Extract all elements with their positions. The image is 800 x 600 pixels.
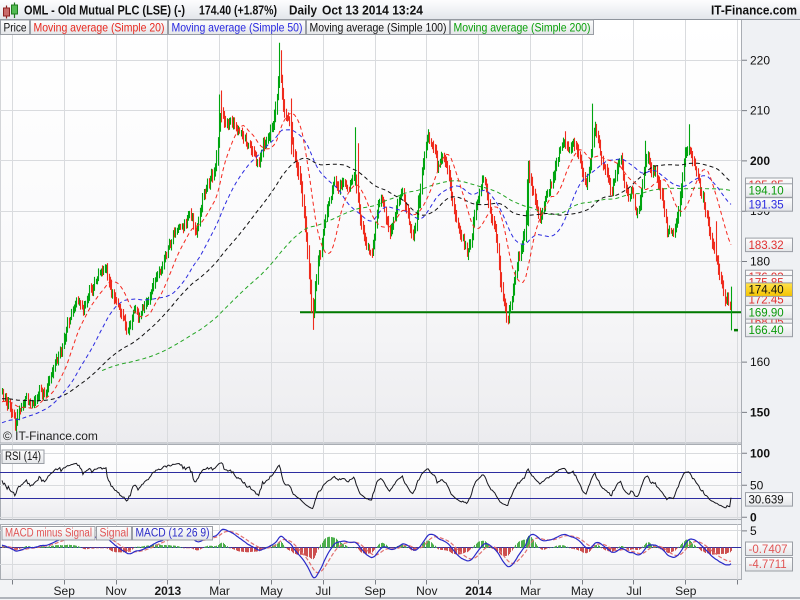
svg-text:Moving average (Simple 20): Moving average (Simple 20)	[34, 21, 165, 35]
svg-text:166.40: 166.40	[749, 325, 784, 337]
svg-text:Moving average (Simple 100): Moving average (Simple 100)	[310, 21, 447, 35]
svg-text:150: 150	[750, 405, 770, 419]
svg-text:Price: Price	[4, 21, 27, 35]
svg-text:Oct 13 2014 13:24: Oct 13 2014 13:24	[322, 4, 423, 18]
svg-text:IT-Finance.com: IT-Finance.com	[711, 4, 797, 18]
svg-text:169.90: 169.90	[749, 307, 784, 319]
svg-text:Mar: Mar	[520, 584, 541, 598]
svg-text:MACD (12 26 9): MACD (12 26 9)	[136, 528, 210, 540]
svg-text:MACD minus Signal: MACD minus Signal	[5, 528, 92, 540]
svg-text:2014: 2014	[465, 584, 492, 598]
svg-text:100: 100	[750, 446, 770, 460]
svg-text:-4.7711: -4.7711	[749, 559, 787, 571]
svg-text:OML - Old Mutual PLC (LSE) (-): OML - Old Mutual PLC (LSE) (-)	[24, 4, 185, 18]
svg-text:May: May	[260, 584, 283, 598]
svg-text:160: 160	[750, 355, 770, 369]
svg-text:30.639: 30.639	[749, 494, 784, 506]
svg-text:Sep: Sep	[54, 584, 76, 598]
svg-text:Moving average (Simple 50): Moving average (Simple 50)	[172, 21, 303, 35]
svg-text:RSI (14): RSI (14)	[5, 451, 41, 463]
svg-text:© IT-Finance.com: © IT-Finance.com	[3, 429, 98, 443]
svg-text:Jul: Jul	[316, 584, 331, 598]
svg-text:194.10: 194.10	[749, 186, 784, 198]
svg-text:2013: 2013	[154, 584, 181, 598]
svg-text:Moving average (Simple 200): Moving average (Simple 200)	[454, 21, 591, 35]
svg-text:5: 5	[750, 524, 757, 538]
svg-text:183.32: 183.32	[749, 240, 784, 252]
svg-text:Jul: Jul	[626, 584, 641, 598]
svg-text:210: 210	[750, 104, 770, 118]
svg-text:Nov: Nov	[416, 584, 437, 598]
svg-text:Signal: Signal	[100, 528, 129, 540]
svg-text:Sep: Sep	[675, 584, 697, 598]
svg-text:Daily: Daily	[289, 4, 317, 18]
svg-text:Sep: Sep	[364, 584, 386, 598]
svg-text:0: 0	[750, 510, 757, 524]
svg-text:Mar: Mar	[209, 584, 230, 598]
svg-text:220: 220	[750, 53, 770, 67]
svg-text:May: May	[571, 584, 594, 598]
svg-text:50: 50	[750, 478, 764, 492]
svg-text:172.45: 172.45	[749, 295, 784, 307]
svg-text:180: 180	[750, 255, 770, 269]
svg-text:174.40: 174.40	[749, 285, 784, 297]
svg-text:-0.7407: -0.7407	[749, 544, 788, 556]
svg-text:Nov: Nov	[105, 584, 126, 598]
svg-text:174.40 (+1.87%): 174.40 (+1.87%)	[199, 4, 277, 18]
svg-text:200: 200	[750, 154, 770, 168]
svg-text:191.35: 191.35	[749, 199, 784, 211]
